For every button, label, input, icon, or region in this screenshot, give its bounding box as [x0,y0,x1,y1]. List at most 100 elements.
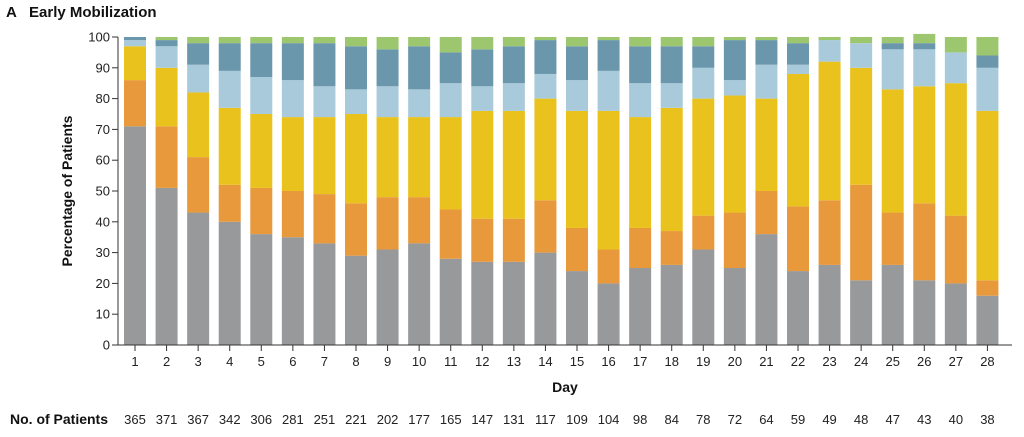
bar-segment-4 [124,40,146,47]
bar-segment-2 [218,184,241,222]
bar-segment-4 [850,43,873,68]
bar-stack-day-13 [502,37,525,345]
bar-segment-2 [976,280,999,296]
bar-segment-1 [281,237,304,345]
bar-segment-2 [881,212,904,265]
patient-count: 59 [791,412,805,427]
x-tick-label: 1 [131,354,138,369]
bar-segment-6 [944,37,967,53]
x-tick-label: 3 [195,354,202,369]
bar-stack-day-16 [597,37,620,345]
bar-segment-1 [187,212,210,345]
bar-stack-day-22 [787,37,809,345]
patient-count: 365 [124,412,146,427]
bar-segment-1 [218,221,241,345]
bar-segment-6 [250,37,273,44]
bar-segment-3 [723,95,746,213]
bar-segment-5 [723,40,746,81]
bar-segment-5 [345,46,367,90]
bar-segment-4 [250,77,273,114]
y-tick-label: 50 [96,184,110,199]
bar-segment-4 [187,64,210,93]
bar-segment-6 [471,37,494,50]
y-tick-label: 60 [96,153,110,168]
patient-count: 84 [664,412,678,427]
bar-stack-day-5 [250,37,273,345]
bar-segment-5 [597,40,620,71]
patient-count: 49 [822,412,836,427]
x-tick-label: 12 [475,354,489,369]
bar-stack-day-24 [850,37,873,345]
x-tick-label: 18 [664,354,678,369]
bar-segment-3 [913,86,936,204]
patient-count: 43 [917,412,931,427]
bar-stack-day-12 [471,37,494,345]
x-tick-label: 11 [444,354,458,369]
bar-segment-4 [471,86,494,111]
x-tick-label: 22 [791,354,805,369]
bar-segment-4 [755,64,778,99]
bar-segment-5 [313,43,336,87]
x-tick-label: 8 [352,354,359,369]
bar-segment-3 [881,89,904,213]
y-tick-label: 10 [96,307,110,322]
x-tick-label: 16 [601,354,615,369]
y-tick-label: 70 [96,122,110,137]
bar-segment-6 [597,37,620,41]
bar-segment-4 [218,70,241,108]
bar-segment-1 [124,126,146,345]
bar-segment-1 [976,295,999,345]
patient-count: 109 [566,412,588,427]
bar-segment-2 [723,212,746,268]
patient-count: 147 [471,412,493,427]
bar-segment-2 [755,191,778,235]
bar-segment-3 [787,73,809,207]
x-tick-label: 14 [538,354,552,369]
bar-segment-1 [471,261,494,345]
bar-segment-3 [439,117,462,210]
bar-segment-3 [597,110,620,250]
bar-stack-day-4 [218,37,241,345]
patient-count: 98 [633,412,647,427]
bar-segment-6 [187,37,210,44]
bar-segment-1 [376,249,399,345]
bar-segment-4 [534,73,557,99]
bar-segment-2 [250,187,273,235]
bar-segment-1 [944,283,967,345]
patient-count: 371 [156,412,178,427]
bar-segment-4 [376,86,399,118]
bar-segment-3 [408,117,431,198]
bar-stacks [124,33,999,345]
bar-stack-day-7 [313,37,336,345]
bar-stack-day-8 [345,37,367,345]
bar-segment-2 [913,203,936,281]
bar-segment-1 [502,261,525,345]
bar-segment-5 [755,40,778,65]
bar-segment-4 [723,80,746,96]
patient-count: 38 [980,412,994,427]
bar-stack-day-9 [376,37,399,345]
x-tick-label: 23 [822,354,836,369]
patient-count: 221 [345,412,367,427]
bar-segment-3 [534,98,557,201]
bar-segment-6 [755,37,778,41]
bar-segment-5 [566,46,588,81]
bar-segment-6 [850,37,873,44]
bar-segment-4 [408,89,431,118]
bar-segment-1 [850,280,873,345]
panel-title: A Early Mobilization [6,4,157,21]
bar-segment-4 [976,67,999,111]
x-tick-label: 20 [728,354,742,369]
x-tick-label: 13 [507,354,521,369]
bar-segment-3 [313,117,336,195]
bar-segment-3 [692,98,715,216]
x-tick-label: 9 [384,354,391,369]
patient-count: 104 [598,412,620,427]
patient-count: 40 [949,412,963,427]
bar-stack-day-10 [408,37,431,345]
bar-segment-3 [281,117,304,191]
bar-segment-6 [439,37,462,53]
bar-segment-5 [218,43,241,71]
bar-segment-2 [944,215,967,284]
bar-stack-day-1 [124,37,146,345]
